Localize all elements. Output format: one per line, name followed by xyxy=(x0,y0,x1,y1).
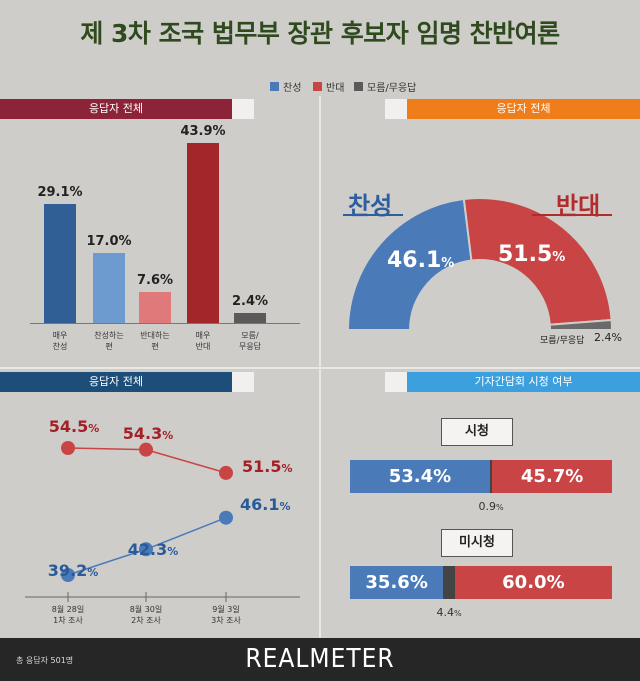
x-tick-label: 1차 조사 xyxy=(53,616,83,625)
panel-divider-horizontal xyxy=(0,367,640,369)
total-respondents: 총 응답자 501명 xyxy=(16,656,74,665)
donut-chart xyxy=(346,197,614,331)
panel-header-top-left: 응답자 전체 xyxy=(0,99,232,119)
stacked-segment xyxy=(350,566,444,599)
bar-value-label: 17.0% xyxy=(86,234,132,250)
legend-swatch xyxy=(270,82,279,91)
bar-value-label: 29.1% xyxy=(37,184,83,200)
panel-header-corner xyxy=(232,372,254,392)
donut-oppose-number: 51.5 xyxy=(498,242,553,267)
donut-approve-underline xyxy=(343,214,403,216)
x-tick-label: 8월 28일 xyxy=(52,604,85,614)
category-box-label: 미시청 xyxy=(441,529,513,557)
percent-sign: % xyxy=(552,250,566,265)
percent-sign: % xyxy=(496,503,504,512)
legend-label: 모름/무응답 xyxy=(367,83,417,94)
line-chart-trend: 8월 28일 1차 조사 8월 30일 2차 조사 9월 3일 3차 조사 54.5% 54.… xyxy=(25,417,300,625)
category-box-label: 시청 xyxy=(441,418,513,446)
stacked-segment xyxy=(489,460,493,493)
data-point xyxy=(219,510,233,525)
segment-label-unknown: 0.9% xyxy=(478,500,504,513)
panel-header-corner xyxy=(385,99,407,119)
stacked-segment xyxy=(492,460,612,493)
legend-item-oppose: 반대 xyxy=(313,79,344,94)
x-tick-label: 3차 조사 xyxy=(211,616,241,625)
bar xyxy=(187,143,219,323)
donut-unknown-value: 2.4% xyxy=(594,331,622,344)
donut-slice xyxy=(548,318,614,331)
bar xyxy=(44,203,76,323)
bar-chart-baseline xyxy=(30,323,300,324)
x-tick-label: 2차 조사 xyxy=(131,616,161,625)
data-label: 39.2% xyxy=(48,561,99,580)
bar-category-label: 매우 반대 xyxy=(195,331,211,351)
donut-approve-number: 46.1 xyxy=(387,248,442,273)
stacked-segment xyxy=(454,566,612,599)
brand-logo: REALMETER xyxy=(245,644,395,674)
bar-category-label: 찬성하는 편 xyxy=(94,331,124,351)
donut-oppose-value: 51.5% xyxy=(498,242,565,267)
donut-slice xyxy=(346,197,473,331)
donut-slice xyxy=(462,197,613,326)
footer-bar xyxy=(0,638,640,681)
legend-swatch xyxy=(354,82,363,91)
donut-unknown-label: 모름/무응답 xyxy=(540,336,585,346)
legend-item-unknown: 모름/무응답 xyxy=(354,79,416,94)
stacked-segment xyxy=(443,566,455,599)
stacked-segment xyxy=(350,460,490,493)
data-point xyxy=(61,441,75,455)
bar-category-label: 모름/무응답 xyxy=(238,331,262,351)
panel-header-bottom-left: 응답자 전체 xyxy=(0,372,232,392)
data-point xyxy=(139,542,153,557)
bar-value-label: 7.6% xyxy=(136,272,174,288)
panel-header-corner xyxy=(232,99,254,119)
legend-swatch xyxy=(313,82,322,91)
segment-label-oppose: 60.0% xyxy=(502,572,565,593)
data-label: 51.5% xyxy=(242,457,293,476)
bar xyxy=(93,253,125,323)
panel-header-corner xyxy=(385,372,407,392)
bar-category-label: 반대하는 편 xyxy=(140,331,170,351)
panel-header-bottom-right: 기자간담회 시청 여부 xyxy=(407,372,640,392)
data-label: 54.3% xyxy=(123,424,174,443)
x-tick-label: 8월 30일 xyxy=(130,604,163,614)
segment-label-oppose: 45.7% xyxy=(520,466,584,487)
bar xyxy=(139,291,171,323)
data-label: 54.5% xyxy=(49,417,100,436)
page-title: 제 3차 조국 법무부 장관 후보자 임명 찬반여론 xyxy=(80,19,560,48)
segment-label-approve: 53.4% xyxy=(388,466,452,487)
legend-label: 찬성 xyxy=(283,83,302,94)
legend-label: 반대 xyxy=(326,83,345,94)
percent-sign: % xyxy=(441,256,455,271)
data-point xyxy=(219,465,233,480)
bar-category-label: 매우 찬성 xyxy=(52,331,68,351)
segment-label-unknown: 4.4% xyxy=(436,606,462,619)
data-point xyxy=(61,568,75,582)
data-point xyxy=(139,442,153,457)
legend-item-approve: 찬성 xyxy=(270,79,301,94)
x-tick-label: 9월 3일 xyxy=(212,604,239,614)
bar xyxy=(234,313,266,323)
percent-sign: % xyxy=(453,609,462,618)
panel-header-top-right: 응답자 전체 xyxy=(407,99,640,119)
donut-oppose-underline xyxy=(532,214,612,216)
data-label: 46.1% xyxy=(240,495,291,514)
data-label: 42.3% xyxy=(128,540,179,559)
segment-label-approve: 35.6% xyxy=(365,572,428,593)
bar-value-label: 43.9% xyxy=(180,124,226,139)
bar-value-label: 2.4% xyxy=(231,294,269,310)
donut-approve-value: 46.1% xyxy=(387,248,454,273)
